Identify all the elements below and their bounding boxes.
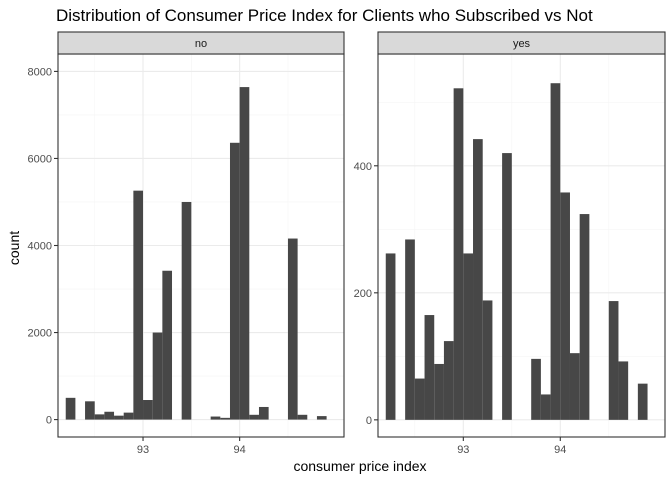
y-tick-label: 8000 (28, 66, 52, 78)
histogram-bar (608, 301, 619, 420)
histogram-bar (316, 416, 327, 420)
histogram-bar (453, 88, 464, 420)
histogram-bar (569, 353, 580, 420)
x-tick-label: 94 (554, 444, 566, 456)
histogram-bar (287, 238, 298, 420)
histogram-bar (502, 153, 512, 420)
histogram-bar (560, 192, 570, 420)
facet-strip-label: yes (513, 38, 531, 50)
histogram-bar (414, 378, 425, 420)
histogram-bar (434, 363, 444, 420)
facet-strip (377, 31, 666, 55)
x-tick-label: 93 (457, 444, 469, 456)
panel-no: no 93 94 0 2000 4000 6000 8000 (28, 31, 345, 456)
histogram-bar (104, 411, 115, 420)
histogram-bar (637, 383, 648, 420)
y-tick-label: 0 (366, 415, 372, 427)
histogram-bar (239, 87, 250, 420)
y-tick-label: 6000 (28, 153, 52, 165)
histogram-bar (162, 270, 173, 420)
histogram-bar (249, 414, 259, 420)
histogram-bar (123, 412, 134, 420)
y-tick-label: 400 (354, 161, 372, 173)
y-tick-label: 200 (354, 288, 372, 300)
facet-strip (57, 31, 345, 55)
histogram-bar (618, 361, 629, 420)
facet-strip-label: no (195, 38, 207, 50)
histogram-bar (443, 341, 454, 420)
histogram-bar (473, 139, 483, 420)
histogram-bar (152, 332, 163, 420)
histogram-bar (94, 414, 105, 420)
x-tick-label: 94 (234, 444, 246, 456)
histogram-bar (531, 358, 541, 420)
histogram-bar (181, 201, 192, 420)
histogram-bar (133, 190, 144, 420)
histogram-bar (65, 397, 76, 420)
histogram-bar (220, 417, 230, 420)
histogram-bar (143, 400, 153, 420)
histogram-bar (405, 239, 415, 420)
histogram-bar (210, 416, 221, 420)
histogram-bar (229, 142, 240, 420)
histogram-bar (114, 415, 124, 420)
y-tick-label: 0 (46, 415, 52, 427)
histogram-bar (297, 414, 308, 420)
histogram-bar (579, 214, 590, 420)
y-tick-label: 4000 (28, 241, 52, 253)
histogram-bar (424, 315, 435, 420)
x-axis-title: consumer price index (293, 458, 426, 474)
panel-yes: yes 93 94 0 200 400 (354, 31, 666, 456)
chart-title: Distribution of Consumer Price Index for… (56, 6, 593, 25)
histogram-bar (550, 83, 561, 420)
histogram-bar (258, 406, 269, 420)
histogram-bar (463, 253, 474, 420)
y-axis-title: count (6, 231, 22, 265)
histogram-bar (385, 253, 396, 420)
histogram-bar (540, 394, 551, 420)
histogram-bar (85, 401, 95, 420)
histogram-bar (482, 300, 493, 420)
x-tick-label: 93 (137, 444, 149, 456)
y-tick-label: 2000 (28, 328, 52, 340)
panels: no 93 94 0 2000 4000 6000 8000 yes 93 94 0 200 400 (28, 31, 666, 456)
